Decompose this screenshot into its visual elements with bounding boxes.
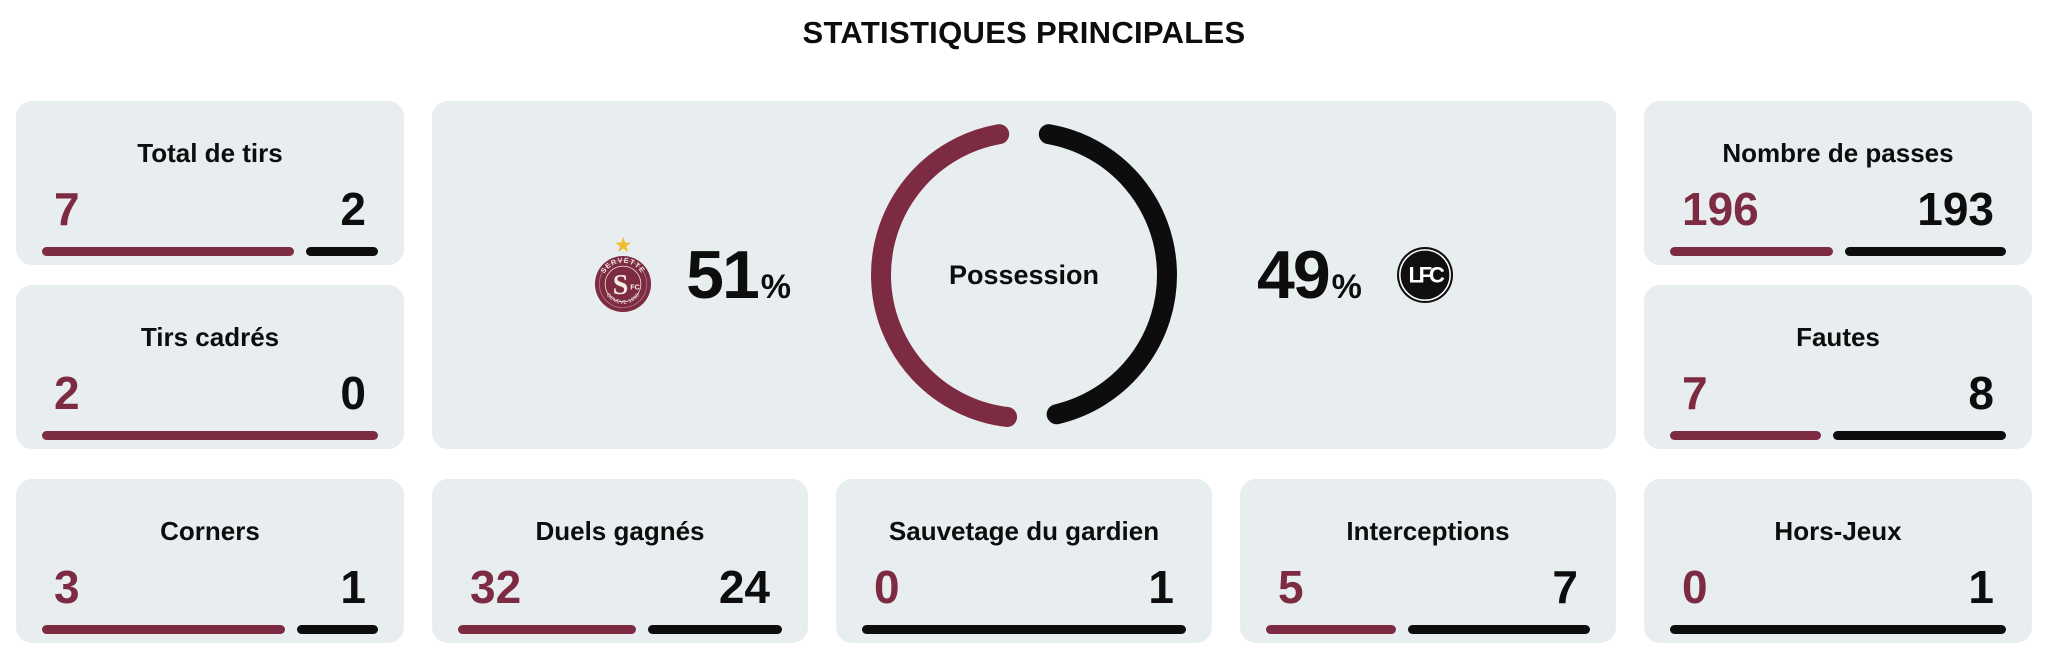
top-stats-grid: Total de tirs 7 2 Tirs cadrés 2 0 ★ bbox=[16, 101, 2032, 449]
stat-away-value: 24 bbox=[718, 561, 770, 613]
possession-label: Possession bbox=[948, 259, 1100, 290]
stat-values: 32 24 bbox=[458, 564, 782, 610]
stat-bars bbox=[862, 625, 1186, 634]
stat-values: 7 8 bbox=[1670, 370, 2006, 416]
stat-away-bar bbox=[1670, 625, 2006, 634]
stat-card: Tirs cadrés 2 0 bbox=[16, 285, 404, 449]
stat-title: Total de tirs bbox=[137, 138, 283, 168]
page-title: STATISTIQUES PRINCIPALES bbox=[802, 15, 1246, 50]
stat-away-value: 0 bbox=[340, 367, 366, 419]
stat-values: 196 193 bbox=[1670, 186, 2006, 232]
stat-away-value: 1 bbox=[1148, 561, 1174, 613]
stat-card: Duels gagnés 32 24 bbox=[432, 479, 808, 643]
stat-home-bar bbox=[1670, 431, 1822, 440]
stat-card: Fautes 7 8 bbox=[1644, 285, 2032, 449]
stat-home-value: 5 bbox=[1278, 561, 1304, 613]
stat-home-bar bbox=[1266, 625, 1396, 634]
left-stats-column: Total de tirs 7 2 Tirs cadrés 2 0 bbox=[16, 101, 404, 449]
possession-card: ★ SERVETTE GENEVE 1890 S bbox=[432, 101, 1616, 449]
lugano-crest-icon: LFC bbox=[1396, 246, 1453, 304]
stat-title: Nombre de passes bbox=[1722, 138, 1954, 168]
right-stats-column: Nombre de passes 196 193 Fautes 7 8 bbox=[1644, 101, 2032, 449]
possession-arc-home bbox=[871, 124, 1018, 427]
away-percent-sign: % bbox=[1331, 268, 1362, 306]
home-possession-value: 51 % bbox=[686, 241, 791, 309]
stat-home-bar bbox=[42, 625, 285, 634]
stat-card: Nombre de passes 196 193 bbox=[1644, 101, 2032, 265]
stat-away-bar bbox=[306, 247, 378, 256]
crest-monogram: S bbox=[613, 270, 629, 301]
stat-away-value: 2 bbox=[340, 183, 366, 235]
stat-away-bar bbox=[862, 625, 1186, 634]
stat-away-bar bbox=[297, 625, 378, 634]
stat-title: Interceptions bbox=[1346, 516, 1510, 546]
stat-home-value: 196 bbox=[1682, 183, 1759, 235]
stat-away-value: 8 bbox=[1968, 367, 1994, 419]
bottom-stats-grid: Corners 3 1 Duels gagnés 32 24 Sauvetage… bbox=[16, 479, 2032, 643]
stat-home-value: 0 bbox=[874, 561, 900, 613]
home-percent-sign: % bbox=[760, 268, 791, 306]
stat-away-value: 1 bbox=[340, 561, 366, 613]
crest-suffix: FC bbox=[630, 282, 640, 291]
possession-donut-chart: Possession bbox=[871, 122, 1177, 428]
stat-home-bar bbox=[1670, 247, 1834, 256]
stat-card: Corners 3 1 bbox=[16, 479, 404, 643]
possession-arc-away bbox=[1038, 124, 1177, 425]
stat-title: Corners bbox=[160, 516, 260, 546]
stat-title: Sauvetage du gardien bbox=[888, 516, 1160, 546]
home-possession-number: 51 bbox=[686, 237, 760, 313]
stat-home-value: 7 bbox=[1682, 367, 1708, 419]
stat-away-bar bbox=[1408, 625, 1590, 634]
stat-home-value: 0 bbox=[1682, 561, 1708, 613]
stat-bars bbox=[42, 625, 378, 634]
possession-row: ★ SERVETTE GENEVE 1890 S bbox=[588, 122, 1460, 428]
stat-values: 5 7 bbox=[1266, 564, 1590, 610]
servette-crest-icon: SERVETTE GENEVE 1890 S FC bbox=[595, 255, 652, 313]
stat-home-bar bbox=[42, 431, 378, 440]
stat-values: 0 1 bbox=[862, 564, 1186, 610]
stat-home-value: 7 bbox=[54, 183, 80, 235]
possession-ring-svg bbox=[871, 124, 1177, 427]
away-possession-value: 49 % bbox=[1257, 241, 1362, 309]
stat-values: 3 1 bbox=[42, 564, 378, 610]
away-team-badge: LFC bbox=[1390, 246, 1460, 304]
stat-title: Hors-Jeux bbox=[1774, 516, 1902, 546]
stat-bars bbox=[1266, 625, 1590, 634]
stat-away-bar bbox=[648, 625, 782, 634]
stat-bars bbox=[1670, 431, 2006, 440]
stat-away-value: 1 bbox=[1968, 561, 1994, 613]
stat-values: 2 0 bbox=[42, 370, 378, 416]
stat-title: Fautes bbox=[1796, 322, 1880, 352]
stat-home-value: 3 bbox=[54, 561, 80, 613]
crest-monogram: LFC bbox=[1408, 263, 1444, 288]
stat-away-bar bbox=[1833, 431, 2006, 440]
stat-away-bar bbox=[1845, 247, 2006, 256]
stat-card: Sauvetage du gardien 0 1 bbox=[836, 479, 1212, 643]
stat-title: Tirs cadrés bbox=[140, 322, 280, 352]
stat-bars bbox=[42, 431, 378, 440]
stat-title: Duels gagnés bbox=[535, 516, 705, 546]
stat-away-value: 193 bbox=[1917, 183, 1994, 235]
stat-values: 0 1 bbox=[1670, 564, 2006, 610]
stat-home-bar bbox=[458, 625, 637, 634]
stat-home-value: 32 bbox=[470, 561, 522, 613]
stat-bars bbox=[42, 247, 378, 256]
home-team-badge: ★ SERVETTE GENEVE 1890 S bbox=[588, 234, 658, 313]
stat-bars bbox=[1670, 625, 2006, 634]
stat-home-value: 2 bbox=[54, 367, 80, 419]
stat-card: Interceptions 5 7 bbox=[1240, 479, 1616, 643]
away-possession-number: 49 bbox=[1257, 237, 1331, 313]
stat-card: Total de tirs 7 2 bbox=[16, 101, 404, 265]
stat-home-bar bbox=[42, 247, 294, 256]
stat-bars bbox=[458, 625, 782, 634]
match-stats-panel: STATISTIQUES PRINCIPALES Total de tirs 7… bbox=[0, 15, 2048, 643]
stat-away-value: 7 bbox=[1552, 561, 1578, 613]
stat-card: Hors-Jeux 0 1 bbox=[1644, 479, 2032, 643]
star-icon: ★ bbox=[613, 234, 633, 257]
stat-values: 7 2 bbox=[42, 186, 378, 232]
stat-bars bbox=[1670, 247, 2006, 256]
